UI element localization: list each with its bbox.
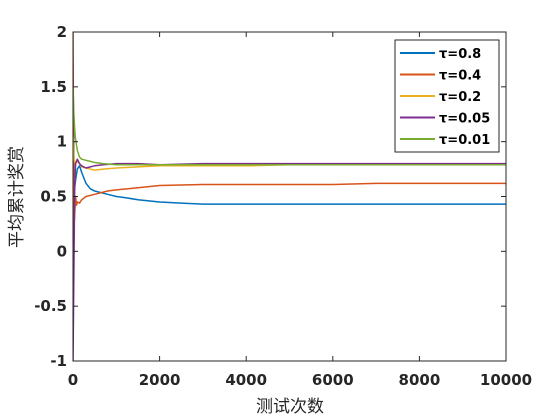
x-tick-label: 8000	[399, 371, 441, 389]
x-axis-label: 测试次数	[256, 397, 324, 417]
legend-label-1: τ=0.8	[439, 47, 481, 62]
x-tick-label: 2000	[139, 371, 181, 389]
y-tick-label: 2	[57, 23, 67, 41]
series-line-2	[73, 32, 506, 231]
series-line-1	[73, 75, 506, 205]
x-tick-label: 6000	[312, 371, 354, 389]
y-axis-label: 平均累计奖赏	[7, 146, 27, 248]
axes: 0 2000 4000 6000 8000 10000 -1 -0.5 0 0.5 1 1.5 2	[34, 23, 532, 389]
legend-label-2: τ=0.4	[439, 69, 481, 84]
y-tick-label: 1.5	[40, 78, 67, 96]
series-line-5	[73, 86, 506, 166]
y-tick-label: 0	[57, 242, 67, 260]
x-tick-label: 10000	[480, 371, 532, 389]
y-tick-label: -1	[50, 352, 67, 370]
legend: τ=0.8 τ=0.4 τ=0.2 τ=0.05 τ=0.01	[394, 39, 500, 153]
x-tick-label: 0	[68, 371, 78, 389]
series-line-4	[73, 158, 506, 361]
y-tick-label: 1	[57, 133, 67, 151]
y-tick-label: -0.5	[34, 297, 67, 315]
legend-label-4: τ=0.05	[439, 112, 490, 127]
x-tick-label: 4000	[225, 371, 267, 389]
legend-label-3: τ=0.2	[439, 90, 481, 105]
legend-label-5: τ=0.01	[439, 133, 490, 148]
plot-lines	[73, 32, 506, 361]
y-tick-label: 0.5	[40, 188, 67, 206]
